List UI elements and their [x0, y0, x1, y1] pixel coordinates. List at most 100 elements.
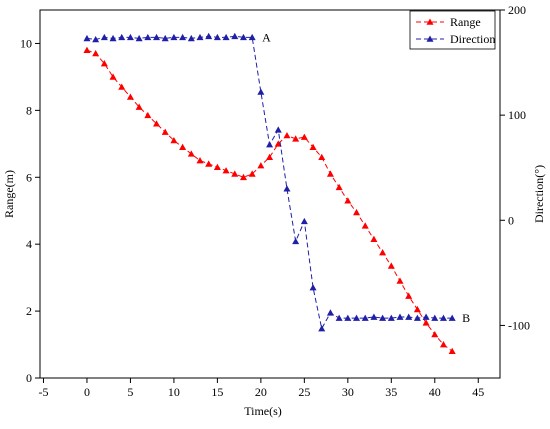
y-tick-label: 4 — [26, 237, 32, 251]
point — [344, 314, 352, 321]
point — [379, 314, 387, 321]
point — [396, 313, 404, 320]
y-tick-label: 2 — [26, 304, 32, 318]
plot-frame — [39, 9, 501, 379]
point — [144, 33, 152, 41]
point — [422, 313, 430, 320]
point — [318, 153, 326, 160]
point — [179, 143, 187, 150]
point — [300, 217, 308, 225]
legend-marker — [426, 35, 434, 42]
point — [118, 83, 126, 90]
point — [361, 222, 369, 229]
annotation: A — [262, 30, 271, 44]
point — [318, 325, 326, 332]
point — [100, 60, 108, 67]
y2-tick-label: -100 — [508, 318, 530, 332]
x-tick-label: 5 — [127, 385, 133, 399]
point — [266, 153, 274, 160]
y-axis-label: Range(m) — [2, 170, 16, 218]
point — [448, 314, 456, 321]
x-tick-label: 30 — [342, 385, 354, 399]
point — [213, 163, 221, 171]
point — [170, 33, 178, 41]
point — [83, 46, 91, 53]
point — [326, 309, 334, 316]
point — [187, 34, 195, 42]
point — [239, 33, 247, 41]
point — [248, 170, 256, 177]
point — [335, 314, 343, 321]
point — [266, 141, 274, 148]
point — [309, 284, 317, 291]
x-tick-label: 20 — [255, 385, 267, 399]
point — [326, 170, 334, 177]
point — [353, 314, 361, 321]
point — [292, 135, 300, 142]
point — [231, 32, 239, 40]
point — [187, 150, 195, 157]
point — [135, 34, 143, 42]
x-tick-label: 10 — [168, 385, 180, 399]
point — [274, 126, 282, 133]
point — [126, 33, 134, 41]
point — [153, 120, 161, 127]
point — [126, 93, 134, 100]
point — [83, 34, 91, 42]
point — [170, 136, 178, 144]
point — [387, 314, 395, 321]
point — [283, 131, 291, 139]
x-tick-label: 25 — [298, 385, 310, 399]
point — [239, 173, 247, 181]
point — [205, 160, 213, 167]
point — [248, 33, 256, 41]
legend-marker — [426, 18, 434, 25]
legend-label: Range — [450, 15, 481, 29]
x-tick-label: 35 — [385, 385, 397, 399]
x-tick-label: 15 — [211, 385, 223, 399]
point — [118, 33, 126, 41]
point — [92, 49, 100, 57]
point — [205, 32, 213, 40]
point — [344, 197, 352, 204]
point — [370, 313, 378, 320]
point — [422, 319, 430, 326]
point — [405, 313, 413, 320]
point — [431, 331, 439, 338]
x-tick-label: 0 — [84, 385, 90, 399]
x-tick-label: -5 — [38, 385, 48, 399]
y-tick-label: 8 — [26, 103, 32, 117]
point — [109, 73, 117, 80]
point — [179, 33, 187, 41]
series-line — [86, 49, 453, 352]
point — [309, 143, 317, 150]
point — [144, 111, 152, 119]
point — [153, 33, 161, 41]
y-tick-label: 10 — [20, 36, 32, 50]
point — [292, 237, 300, 245]
point — [92, 35, 100, 43]
point — [396, 277, 404, 284]
y2-tick-label: 0 — [508, 213, 514, 227]
point — [109, 34, 117, 42]
y2-axis-label: Direction(°) — [532, 165, 546, 223]
y2-tick-label: 200 — [508, 3, 526, 17]
y-tick-label: 0 — [26, 371, 32, 385]
point — [439, 341, 447, 348]
point — [379, 249, 387, 256]
point — [431, 314, 439, 321]
point — [361, 314, 369, 321]
point — [100, 33, 108, 41]
y2-tick-label: 100 — [508, 108, 526, 122]
legend-box — [409, 10, 496, 50]
point — [405, 292, 413, 299]
x-tick-label: 40 — [429, 385, 441, 399]
legend-label: Direction — [450, 32, 495, 46]
point — [283, 185, 291, 192]
x-axis-label: Time(s) — [244, 404, 282, 418]
point — [353, 208, 361, 216]
point — [335, 183, 343, 191]
point — [196, 157, 204, 164]
point — [257, 88, 265, 95]
